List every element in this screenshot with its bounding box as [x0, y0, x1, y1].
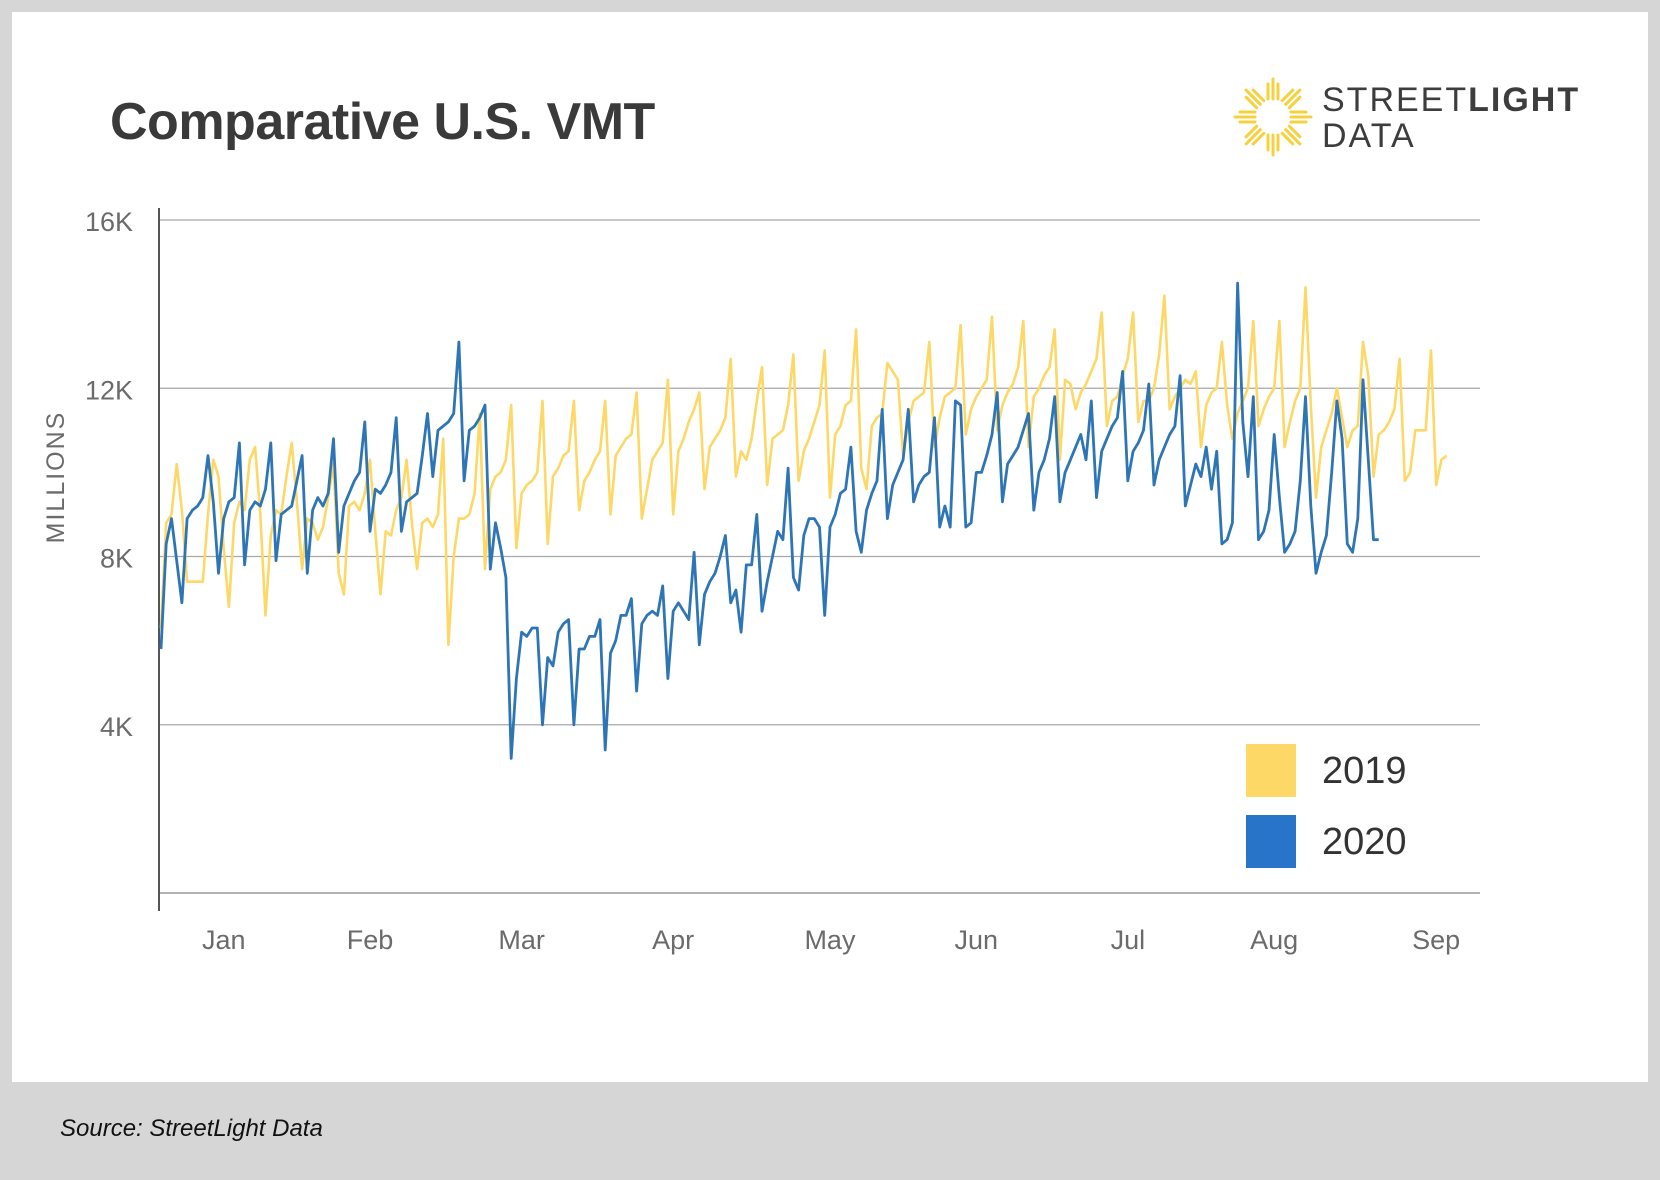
streetlight-logo: STREETLIGHT DATA: [1230, 74, 1650, 166]
page-title: Comparative U.S. VMT: [110, 93, 655, 151]
sun-ray: [1251, 88, 1266, 103]
logo-line2: DATA: [1322, 117, 1416, 155]
logo-text: STREETLIGHT DATA: [1322, 82, 1580, 154]
x-tick-label: Jun: [955, 925, 999, 955]
source-note: Source: StreetLight Data: [60, 1115, 323, 1142]
sun-ray: [1280, 88, 1295, 103]
legend-swatch-2019: [1246, 744, 1296, 797]
sun-ray: [1244, 88, 1262, 106]
logo-word-light: LIGHT: [1468, 81, 1581, 119]
x-tick-label: Jan: [202, 925, 246, 955]
sun-ray: [1287, 95, 1302, 110]
y-tick-label: 12K: [85, 375, 133, 405]
series-line-2019: [159, 286, 1448, 647]
y-axis-label: MILLIONS: [42, 411, 70, 544]
y-tick-label: 16K: [85, 207, 133, 237]
legend-label-2019: 2019: [1322, 750, 1407, 792]
x-tick-label: Aug: [1250, 925, 1298, 955]
sunburst-icon: [1233, 77, 1313, 157]
sun-ray: [1244, 124, 1259, 139]
logo-word-street: STREET: [1322, 81, 1469, 119]
chart-card: Comparative U.S. VMT STREETLIGHT DATA 4K…: [12, 12, 1648, 1082]
sun-ray: [1284, 128, 1302, 146]
line-chart: 4K 8K 12K 16K Jan Feb Mar Apr May Jun Jul Aug Sep M…: [42, 207, 1480, 955]
x-tick-label: Apr: [652, 925, 694, 955]
x-tick-label: May: [804, 925, 856, 955]
series-line-2020: [159, 281, 1379, 760]
sun-ray: [1287, 124, 1302, 139]
x-tick-label: Jul: [1111, 925, 1146, 955]
sun-ray: [1244, 95, 1259, 110]
legend-label-2020: 2020: [1322, 821, 1407, 863]
x-tick-label: Mar: [498, 925, 545, 955]
sun-ray: [1284, 88, 1302, 106]
x-tick-label: Sep: [1412, 925, 1460, 955]
x-tick-label: Feb: [347, 925, 394, 955]
sun-ray: [1244, 128, 1262, 146]
sun-ray: [1251, 131, 1266, 146]
logo-line1: STREETLIGHT: [1322, 82, 1580, 118]
legend-swatch-2020: [1246, 815, 1296, 868]
sun-ray: [1280, 131, 1295, 146]
y-tick-label: 4K: [100, 712, 133, 742]
y-tick-label: 8K: [100, 544, 133, 574]
